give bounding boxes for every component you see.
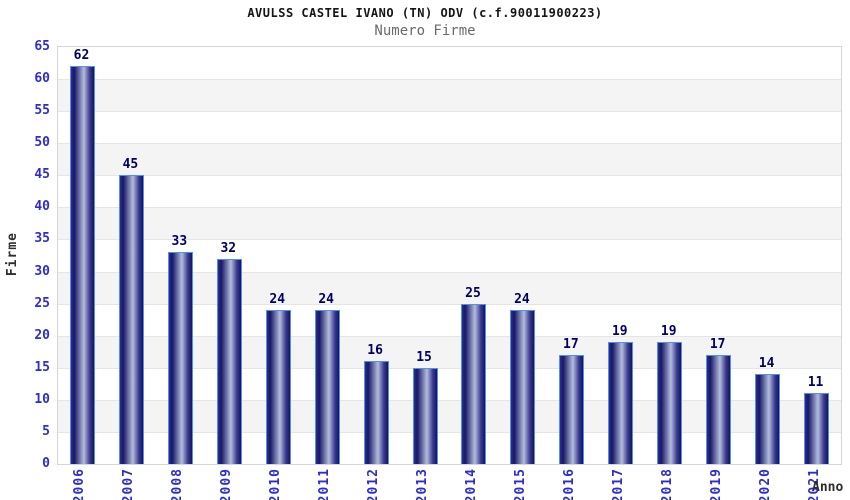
x-tick-label: 2018 xyxy=(659,468,675,500)
value-label: 24 xyxy=(514,292,530,308)
x-tick-label: 2010 xyxy=(268,468,284,500)
y-tick-label: 30 xyxy=(34,263,50,279)
value-label: 11 xyxy=(807,375,824,391)
value-label: 19 xyxy=(660,324,677,340)
plot-band xyxy=(58,143,841,176)
y-tick-label: 5 xyxy=(42,423,50,439)
y-tick-label: 55 xyxy=(34,103,50,119)
x-tick-label: 2012 xyxy=(366,468,382,500)
value-label: 25 xyxy=(465,285,481,301)
bar-2015 xyxy=(510,310,536,464)
y-tick-label: 0 xyxy=(42,456,50,471)
bar-2007 xyxy=(118,175,144,464)
bar-2019 xyxy=(706,354,732,464)
x-tick-label: 2008 xyxy=(170,468,186,500)
value-label: 17 xyxy=(563,336,579,352)
y-tick-label: 40 xyxy=(34,199,50,215)
plot-band xyxy=(58,175,841,208)
value-label: 62 xyxy=(73,48,90,64)
value-label: 33 xyxy=(171,234,188,250)
value-label: 16 xyxy=(367,343,383,359)
value-label: 24 xyxy=(269,292,286,308)
value-label: 15 xyxy=(416,349,432,365)
bar-2016 xyxy=(559,354,585,464)
y-tick-label: 65 xyxy=(34,39,50,54)
y-tick-label: 15 xyxy=(34,359,50,375)
bar-2010 xyxy=(265,310,291,464)
plot-band xyxy=(58,111,841,144)
value-label: 32 xyxy=(220,240,237,256)
y-tick-label: 20 xyxy=(34,327,50,343)
plot-band xyxy=(58,79,841,112)
bar-2006 xyxy=(69,66,95,464)
chart-subtitle: Numero Firme xyxy=(374,23,476,39)
x-tick-label: 2007 xyxy=(121,468,137,500)
y-tick-label: 35 xyxy=(34,231,50,247)
x-axis-title: Anno xyxy=(812,480,844,495)
value-label: 24 xyxy=(318,292,334,308)
bar-2020 xyxy=(755,374,781,464)
value-label: 17 xyxy=(709,336,726,352)
plot-area xyxy=(57,46,842,465)
x-tick-label: 2013 xyxy=(415,468,431,500)
y-tick-label: 60 xyxy=(34,71,50,87)
value-label: 19 xyxy=(611,324,628,340)
value-label: 14 xyxy=(758,356,775,372)
x-tick-label: 2014 xyxy=(463,468,479,500)
bar-2018 xyxy=(657,342,683,464)
bar-2013 xyxy=(412,367,438,464)
x-tick-label: 2011 xyxy=(317,468,333,500)
chart-title: AVULSS CASTEL IVANO (TN) ODV (c.f.900119… xyxy=(247,6,603,20)
bar-2021 xyxy=(804,393,830,464)
plot-band xyxy=(58,47,841,80)
y-tick-label: 10 xyxy=(34,391,50,407)
x-tick-label: 2015 xyxy=(512,468,528,500)
x-tick-label: 2019 xyxy=(708,468,724,500)
bar-2011 xyxy=(314,310,340,464)
y-tick-label: 25 xyxy=(34,295,50,311)
x-tick-label: 2009 xyxy=(219,468,235,500)
bar-2012 xyxy=(363,361,389,464)
x-tick-label: 2020 xyxy=(757,468,773,500)
plot-band xyxy=(58,207,841,240)
x-tick-label: 2016 xyxy=(561,468,577,500)
bar-2008 xyxy=(167,252,193,464)
y-tick-label: 50 xyxy=(34,135,50,151)
bar-2017 xyxy=(608,342,634,464)
x-tick-label: 2017 xyxy=(610,468,626,500)
value-label: 45 xyxy=(122,157,139,173)
y-tick-label: 45 xyxy=(34,167,50,183)
x-tick-label: 2006 xyxy=(72,468,88,500)
bar-2014 xyxy=(461,303,487,464)
bar-2009 xyxy=(216,258,242,464)
